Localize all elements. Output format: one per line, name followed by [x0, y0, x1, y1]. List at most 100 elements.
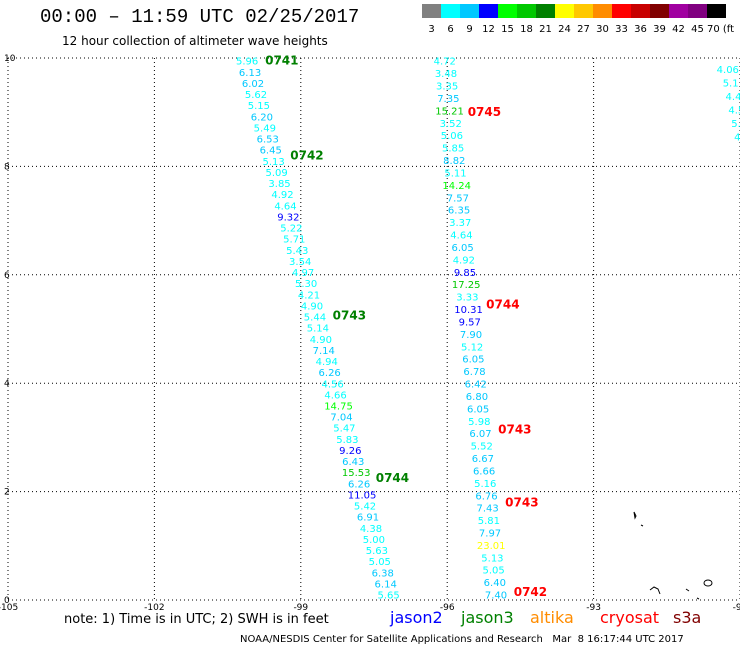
wave-height-value: 6.05 — [462, 355, 484, 366]
y-tick-label: 6 — [4, 271, 10, 281]
color-scale-label: 21 — [539, 24, 552, 35]
y-tick-label: 0 — [4, 596, 10, 606]
wave-height-value: 5.63 — [366, 546, 388, 557]
color-swatch — [593, 4, 612, 18]
wave-height-value: 7.14 — [313, 346, 335, 357]
coastline-islands — [633, 511, 713, 600]
color-swatch — [574, 4, 593, 18]
color-scale-label: 30 — [596, 24, 609, 35]
x-tick-label: -105 — [0, 603, 18, 610]
wave-height-value: 7.40 — [485, 591, 507, 602]
color-swatch — [707, 4, 726, 18]
wave-height-value: 6.78 — [463, 367, 485, 378]
color-scale-label: 39 — [653, 24, 666, 35]
color-swatch — [612, 4, 631, 18]
wave-height-value: 6.91 — [357, 513, 379, 524]
y-tick-label: 8 — [4, 162, 10, 172]
pass-time-label: 0743 — [498, 422, 531, 436]
page-title: 00:00 – 11:59 UTC 02/25/2017 — [40, 6, 360, 28]
wave-height-value: 4.92 — [453, 255, 475, 266]
wave-height-value: 5.06 — [441, 131, 463, 142]
color-swatch — [631, 4, 650, 18]
wave-height-value: 6.43 — [342, 457, 364, 468]
x-tick-label: -99 — [293, 603, 308, 610]
wave-height-value: 7.97 — [479, 529, 501, 540]
wave-height-value: 5.98 — [468, 417, 490, 428]
wave-height-value: 6.05 — [467, 404, 489, 415]
wave-height-value: 9.57 — [459, 317, 481, 328]
wave-height-value: 6.14 — [375, 579, 397, 590]
wave-height-value: 5.22 — [280, 224, 302, 235]
wave-height-value: 4.4 — [726, 92, 740, 103]
wave-height-value: 5.30 — [295, 279, 317, 290]
wave-height-value: 5.52 — [471, 442, 493, 453]
x-tick-label: -93 — [586, 603, 601, 610]
wave-height-value: 5.83 — [336, 435, 358, 446]
x-tick-label: -96 — [440, 603, 455, 610]
color-swatch — [517, 4, 536, 18]
wave-height-value: 4.94 — [316, 357, 338, 368]
y-axis-ticks: 0 2 4 6 8 10 — [4, 54, 16, 606]
pass-time-label: 0741 — [265, 54, 298, 68]
wave-height-value: 5.12 — [461, 342, 483, 353]
color-scale-label: 27 — [577, 24, 590, 35]
wave-height-value: 6.13 — [239, 68, 261, 79]
color-swatch — [441, 4, 460, 18]
wave-height-value: 23.01 — [477, 541, 506, 552]
wave-height-value: 5.96 — [236, 57, 258, 68]
color-swatch — [688, 4, 707, 18]
x-tick-label: -90 — [733, 603, 740, 610]
color-swatch — [422, 4, 441, 18]
pass-time-label: 0743 — [333, 308, 366, 322]
color-scale-label: 45 — [691, 24, 704, 35]
wave-height-value: 6.42 — [465, 380, 487, 391]
color-swatch — [650, 4, 669, 18]
color-scale-label: 3 — [428, 24, 434, 35]
wave-height-value: 4.56 — [321, 379, 343, 390]
wave-height-value: 5.49 — [254, 123, 276, 134]
wave-height-value: 5.43 — [286, 246, 308, 257]
color-scale-label: 18 — [520, 24, 533, 35]
wave-height-value: 5.65 — [378, 591, 400, 602]
wave-height-value: 3.85 — [268, 179, 290, 190]
wave-height-value: 6.20 — [251, 112, 273, 123]
pass-time-label: 0744 — [486, 298, 519, 312]
wave-height-value: 6.53 — [257, 135, 279, 146]
altimeter-tracks: 5.966.136.025.625.156.205.496.536.455.13… — [236, 54, 740, 602]
wave-height-value: 6.26 — [319, 368, 341, 379]
wave-height-value: 6.45 — [260, 146, 282, 157]
wave-height-value: 14.75 — [324, 402, 353, 413]
color-swatch — [555, 4, 574, 18]
pass-time-label: 0742 — [514, 585, 547, 599]
wave-height-value: 5.47 — [333, 424, 355, 435]
wave-height-value: 6.07 — [469, 429, 491, 440]
color-scale-label: 36 — [634, 24, 647, 35]
color-scale-label: 9 — [466, 24, 472, 35]
color-scale-label: 12 — [482, 24, 495, 35]
y-tick-label: 4 — [4, 379, 10, 389]
wave-height-value: 3.54 — [289, 257, 311, 268]
y-tick-label: 2 — [4, 488, 10, 498]
wave-height-value: 3.35 — [436, 82, 458, 93]
wave-height-value: 4.5 — [728, 105, 740, 116]
wave-height-value: 4.72 — [434, 57, 456, 68]
x-axis-ticks: -105 -102 -99 -96 -93 -90 — [0, 603, 740, 610]
wave-height-value: 3.48 — [435, 69, 457, 80]
wave-height-value: 5.14 — [307, 324, 329, 335]
page-subtitle: 12 hour collection of altimeter wave hei… — [62, 34, 328, 48]
wave-height-value: 5.05 — [482, 566, 504, 577]
color-swatch — [460, 4, 479, 18]
color-scale-label: 33 — [615, 24, 628, 35]
legend-s3a: s3a — [673, 608, 702, 627]
wave-height-value: 7.04 — [330, 413, 352, 424]
wave-height-value: 4.1 — [734, 133, 740, 144]
legend-jason2: jason2 — [390, 608, 443, 627]
wave-height-value: 4.64 — [450, 231, 472, 242]
wave-height-value: 15.53 — [342, 468, 371, 479]
wave-height-value: 3.33 — [456, 293, 478, 304]
wave-height-value: 5.05 — [369, 557, 391, 568]
wave-height-value: 5.09 — [265, 168, 287, 179]
wave-height-value: 17.25 — [452, 280, 481, 291]
legend-altika: altika — [530, 608, 574, 627]
